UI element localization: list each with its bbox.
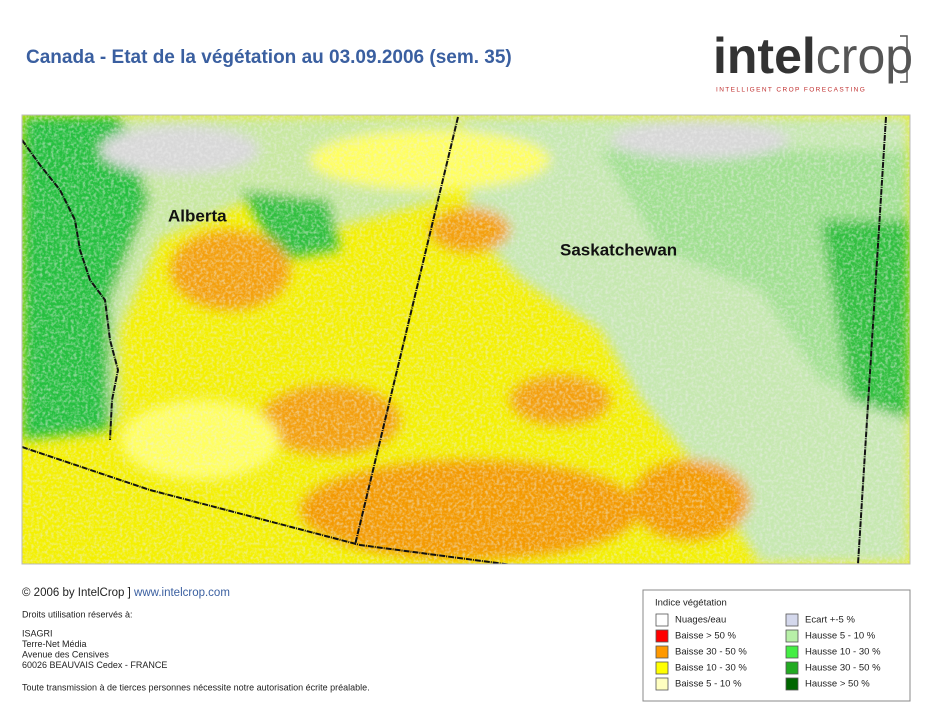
logo: intelcrop INTELLIGENT CROP FORECASTING bbox=[713, 28, 913, 94]
legend-label: Baisse 5 - 10 % bbox=[675, 679, 742, 690]
address-line: 60026 BEAUVAIS Cedex - FRANCE bbox=[22, 660, 167, 670]
legend-label: Hausse 5 - 10 % bbox=[805, 631, 876, 642]
legend-swatch bbox=[785, 629, 799, 643]
footer: © 2006 by IntelCrop ] www.intelcrop.com … bbox=[22, 587, 370, 692]
legend-label: Baisse 30 - 50 % bbox=[675, 647, 747, 658]
logo-light: crop bbox=[816, 28, 913, 84]
legend-label: Nuages/eau bbox=[675, 615, 726, 626]
copyright: © 2006 by IntelCrop ] bbox=[22, 587, 131, 599]
legend-label: Hausse 30 - 50 % bbox=[805, 663, 881, 674]
legend-swatch bbox=[785, 645, 799, 659]
legend-label: Baisse > 50 % bbox=[675, 631, 737, 642]
logo-text: intelcrop bbox=[713, 28, 913, 84]
address-line: ISAGRI bbox=[22, 628, 53, 638]
legend-swatch bbox=[655, 645, 669, 659]
legend-swatch bbox=[785, 661, 799, 675]
rights: Droits utilisation réservés à: bbox=[22, 609, 133, 619]
legend-swatch bbox=[655, 613, 669, 627]
legend-label: Ecart +-5 % bbox=[805, 615, 855, 626]
legend-label: Hausse > 50 % bbox=[805, 679, 870, 690]
logo-tagline: INTELLIGENT CROP FORECASTING bbox=[716, 87, 866, 94]
address-line: Avenue des Censives bbox=[22, 649, 109, 659]
logo-bold: intel bbox=[713, 28, 816, 84]
legend-swatch bbox=[785, 613, 799, 627]
map-frame bbox=[21, 114, 911, 565]
notice: Toute transmission à de tierces personne… bbox=[22, 682, 370, 692]
legend-swatch bbox=[785, 677, 799, 691]
legend-label: Baisse 10 - 30 % bbox=[675, 663, 747, 674]
address-line: Terre-Net Média bbox=[22, 639, 87, 649]
legend-label: Hausse 10 - 30 % bbox=[805, 647, 881, 658]
legend-swatch bbox=[655, 661, 669, 675]
map-label: Saskatchewan bbox=[560, 240, 677, 259]
map: Alberta Saskatchewan bbox=[22, 115, 910, 564]
copyright-line: © 2006 by IntelCrop ] www.intelcrop.com bbox=[22, 587, 230, 599]
legend: Indice végétation Nuages/eau Baisse > 50 … bbox=[642, 589, 911, 702]
link[interactable]: www.intelcrop.com bbox=[133, 587, 230, 599]
legend-title: Indice végétation bbox=[655, 598, 727, 609]
map-label: Alberta bbox=[168, 206, 227, 225]
legend-swatch bbox=[655, 677, 669, 691]
legend-swatch bbox=[655, 629, 669, 643]
title: Canada - Etat de la végétation au 03.09.… bbox=[26, 47, 512, 68]
